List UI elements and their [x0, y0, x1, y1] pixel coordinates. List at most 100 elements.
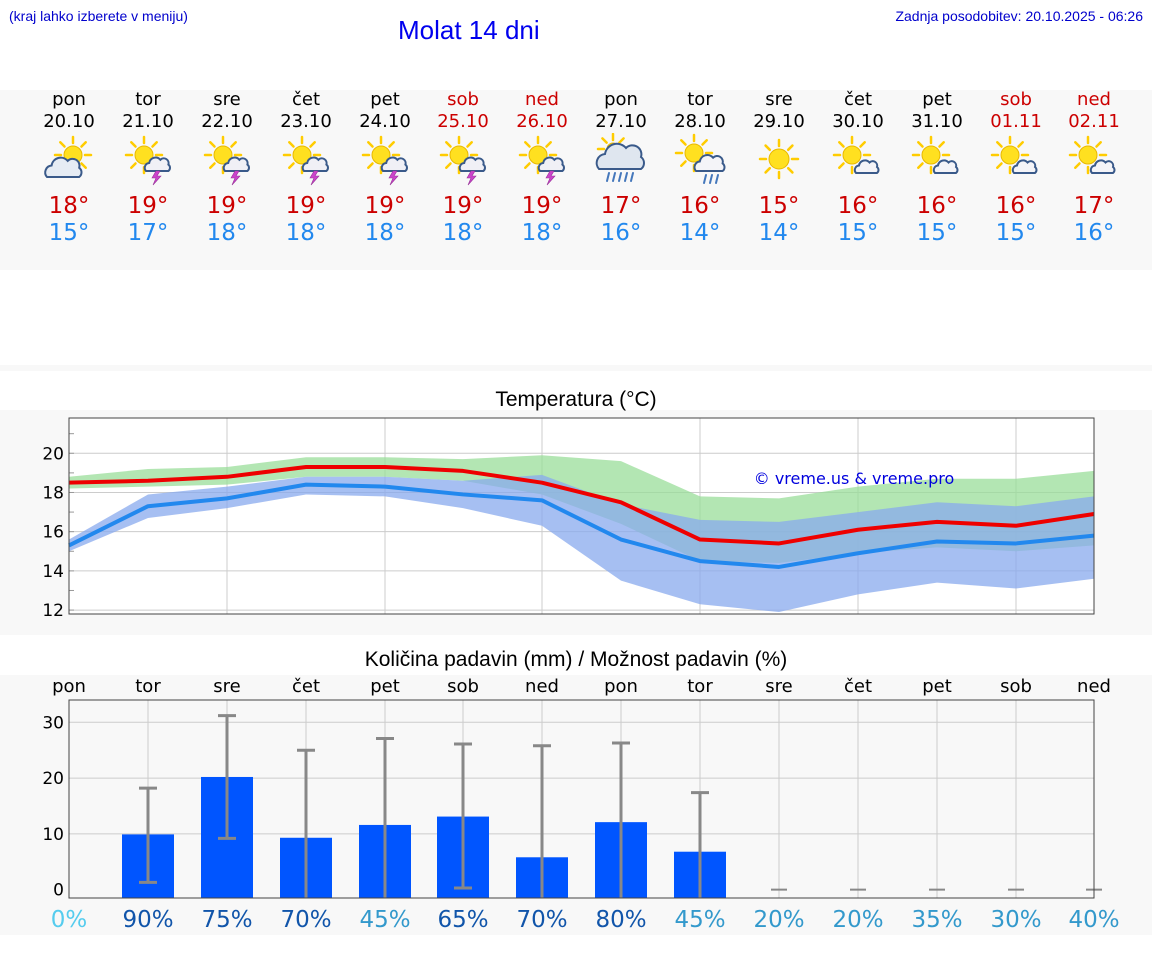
min-temperature-line	[68, 482, 1095, 569]
day-name: pon	[52, 89, 86, 110]
category-label: pet	[370, 676, 400, 697]
max-temperature: 18°	[48, 193, 90, 219]
sun-storm-icon	[124, 135, 171, 186]
min-temperature: 18°	[521, 220, 563, 246]
day-date: 31.10	[911, 111, 963, 132]
category-label: tor	[135, 676, 161, 697]
day-column: čet 23.10 19° 18°	[266, 89, 346, 247]
category-label: ned	[525, 676, 559, 697]
precipitation-probability: 20%	[832, 907, 883, 933]
min-temperature: 14°	[679, 220, 721, 246]
location-hint[interactable]: (kraj lahko izberete v meniju)	[9, 8, 188, 24]
min-temperature: 16°	[1073, 220, 1115, 246]
precipitation-probability: 40%	[1068, 907, 1119, 933]
min-temperature: 15°	[916, 220, 958, 246]
day-date: 27.10	[595, 111, 647, 132]
max-temperature: 15°	[758, 193, 800, 219]
precipitation-probability: 35%	[911, 907, 962, 933]
max-temperature: 17°	[600, 193, 642, 219]
plot-frame	[68, 417, 1095, 615]
divider	[0, 365, 1152, 371]
forecast-band	[0, 90, 1152, 270]
max-temperature: 19°	[364, 193, 406, 219]
temperature-chart: 12 14 16 18 20 © vreme.us & vreme.pro	[42, 417, 1095, 621]
day-name: pet	[370, 89, 400, 110]
max-temperature: 16°	[916, 193, 958, 219]
day-name: čet	[291, 89, 321, 110]
precipitation-chart-title: Količina padavin (mm) / Možnost padavin …	[364, 648, 788, 671]
min-temperature: 15°	[48, 220, 90, 246]
sun-small-cloud-icon	[911, 135, 959, 175]
day-column: sre 29.10 15° 14°	[739, 89, 819, 247]
day-date: 01.11	[990, 111, 1042, 132]
day-column: pon 27.10 17° 16°	[581, 89, 661, 247]
day-column: pon 20.10 18° 15°	[29, 89, 109, 247]
sun-storm-icon	[518, 135, 565, 186]
error-bar	[218, 714, 236, 840]
page-title: Molat 14 dni	[398, 15, 540, 45]
y-tick-label: 10	[42, 825, 64, 845]
max-temperature: 19°	[521, 193, 563, 219]
min-temperature: 15°	[837, 220, 879, 246]
sun-storm-icon	[282, 135, 329, 186]
sun-cloud-icon	[44, 135, 93, 178]
day-name: sre	[765, 89, 793, 110]
day-name: pon	[604, 89, 638, 110]
day-name: sre	[213, 89, 241, 110]
day-name: ned	[1077, 89, 1111, 110]
category-label: čet	[292, 676, 320, 697]
error-bar	[691, 791, 709, 898]
max-temperature: 16°	[837, 193, 879, 219]
day-name: tor	[135, 89, 161, 110]
min-temperature: 18°	[285, 220, 327, 246]
category-label: tor	[687, 676, 713, 697]
max-temperature: 19°	[127, 193, 169, 219]
error-bar	[533, 744, 551, 898]
day-name: tor	[687, 89, 713, 110]
error-bar	[612, 741, 630, 898]
precipitation-probability: 75%	[201, 907, 252, 933]
temperature-chart-title: Temperatura (°C)	[495, 388, 657, 411]
precipitation-probability: 45%	[359, 907, 410, 933]
y-tick-label: 20	[42, 444, 64, 464]
sun-icon	[758, 138, 800, 180]
category-label: sob	[447, 676, 479, 697]
max-temperature: 16°	[679, 193, 721, 219]
plot-frame	[68, 699, 1095, 899]
day-date: 25.10	[437, 111, 489, 132]
day-column: sob 25.10 19° 18°	[423, 89, 503, 247]
sun-small-cloud-icon	[1068, 135, 1116, 175]
day-column: pet 24.10 19° 18°	[345, 89, 425, 247]
error-bar	[376, 736, 394, 898]
max-temperature-line	[68, 465, 1095, 546]
max-temperature: 19°	[442, 193, 484, 219]
daily-forecast: pon 20.10 18° 15° tor 21.10 19° 17° sre 22.10 19° 1…	[0, 89, 1152, 269]
sun-small-cloud-icon	[990, 135, 1038, 175]
day-date: 02.11	[1068, 111, 1120, 132]
min-temperature: 18°	[364, 220, 406, 246]
y-tick-label: 0	[53, 881, 64, 901]
y-tick-label: 20	[42, 769, 64, 789]
sun-storm-icon	[361, 135, 408, 186]
error-bar	[139, 786, 157, 884]
precipitation-probability: 0%	[51, 907, 88, 933]
day-name: sob	[447, 89, 479, 110]
sun-small-cloud-icon	[832, 135, 880, 175]
day-date: 20.10	[43, 111, 95, 132]
category-label: ned	[1077, 676, 1111, 697]
max-temperature: 19°	[285, 193, 327, 219]
day-column: pet 31.10 16° 15°	[897, 89, 977, 247]
category-label: čet	[844, 676, 872, 697]
rain-cloud-icon	[595, 133, 645, 182]
category-label: pon	[52, 676, 86, 697]
day-column: čet 30.10 16° 15°	[818, 89, 898, 247]
precipitation-probability: 80%	[595, 907, 646, 933]
watermark[interactable]: © vreme.us & vreme.pro	[754, 469, 955, 488]
category-label: sob	[1000, 676, 1032, 697]
y-tick-label: 12	[42, 601, 64, 621]
day-name: ned	[525, 89, 559, 110]
min-temperature: 16°	[600, 220, 642, 246]
max-temperature: 19°	[206, 193, 248, 219]
day-name: čet	[843, 89, 873, 110]
sun-storm-icon	[439, 135, 486, 186]
